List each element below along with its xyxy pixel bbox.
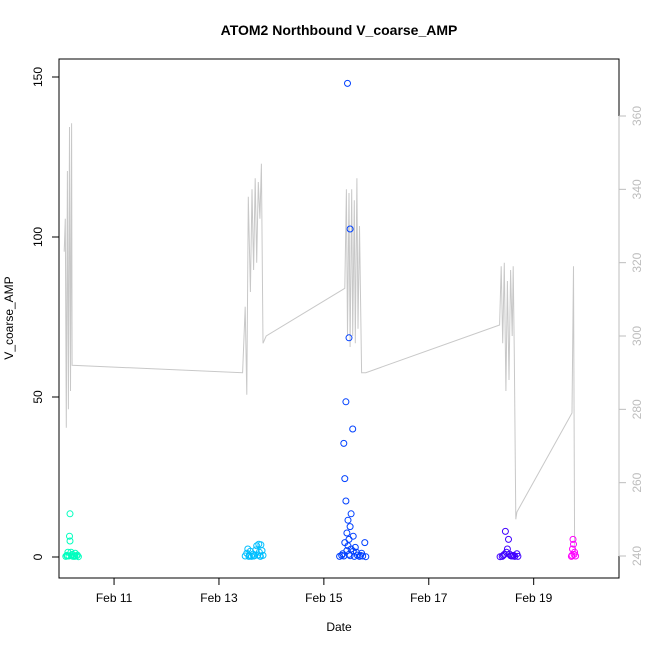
points-layer: [62, 79, 580, 561]
x-axis: Feb 11 Feb 13 Feb 15 Feb 17 Feb 19: [96, 577, 553, 605]
data-point: [570, 540, 577, 548]
x-tick-label: Feb 15: [305, 591, 343, 605]
x-axis-label: Date: [326, 620, 352, 634]
data-point: [256, 552, 264, 560]
data-point: [569, 535, 577, 543]
y2-tick-label: 320: [630, 252, 644, 272]
plot-frame: [58, 58, 620, 579]
y-tick-label: 50: [31, 390, 45, 404]
data-point: [63, 552, 71, 560]
data-point: [505, 535, 512, 543]
y2-tick-label: 260: [630, 472, 644, 492]
data-point: [66, 532, 73, 540]
x-tick-label: Feb 19: [515, 591, 553, 605]
data-point: [343, 547, 351, 555]
chart-title: ATOM2 Northbound V_coarse_AMP: [221, 22, 458, 38]
data-point: [514, 552, 522, 560]
x-tick-label: Feb 13: [200, 591, 238, 605]
data-point: [344, 516, 352, 524]
y2-tick-label: 280: [630, 399, 644, 419]
y-axis-left: 0 50 100 150: [31, 67, 60, 560]
data-point: [341, 475, 349, 483]
y2-tick-label: 240: [630, 546, 644, 566]
data-point: [510, 551, 518, 559]
data-point: [501, 527, 509, 535]
data-point: [342, 497, 350, 505]
x-tick-label: Feb 11: [96, 591, 133, 605]
data-point: [346, 225, 354, 233]
data-point: [66, 510, 74, 518]
data-point: [74, 553, 82, 561]
data-point: [250, 552, 258, 560]
data-point: [359, 552, 367, 560]
data-point: [346, 523, 354, 531]
y-tick-label: 100: [31, 227, 45, 247]
data-point: [351, 543, 359, 551]
series-line: [63, 123, 576, 549]
data-point: [496, 553, 504, 561]
line-layer: [63, 123, 576, 549]
data-point: [362, 553, 370, 561]
data-point: [568, 551, 576, 559]
y-axis-right: 240 260 280 300 320 340 360: [618, 106, 644, 566]
data-point: [64, 548, 72, 556]
y-tick-label: 150: [31, 67, 45, 87]
data-point: [361, 539, 369, 547]
data-point: [349, 532, 357, 540]
y2-tick-label: 300: [630, 326, 644, 346]
x-tick-label: Feb 17: [410, 591, 448, 605]
y-tick-label: 0: [31, 553, 45, 560]
data-point: [349, 425, 357, 433]
data-point: [345, 550, 353, 558]
data-point: [500, 550, 508, 558]
data-point: [345, 334, 353, 342]
data-point: [66, 537, 74, 545]
y2-tick-label: 340: [630, 179, 644, 199]
data-point: [572, 552, 580, 560]
data-point: [344, 79, 351, 87]
data-point: [340, 439, 348, 447]
data-point: [347, 510, 355, 518]
y-axis-label: V_coarse_AMP: [2, 276, 16, 359]
data-point: [343, 529, 351, 537]
data-point: [253, 542, 261, 550]
data-point: [71, 552, 79, 560]
data-point: [245, 552, 253, 560]
y2-tick-label: 360: [630, 106, 644, 126]
data-point: [68, 552, 76, 560]
data-point: [506, 550, 513, 558]
data-point: [342, 398, 350, 406]
data-point: [345, 535, 353, 543]
